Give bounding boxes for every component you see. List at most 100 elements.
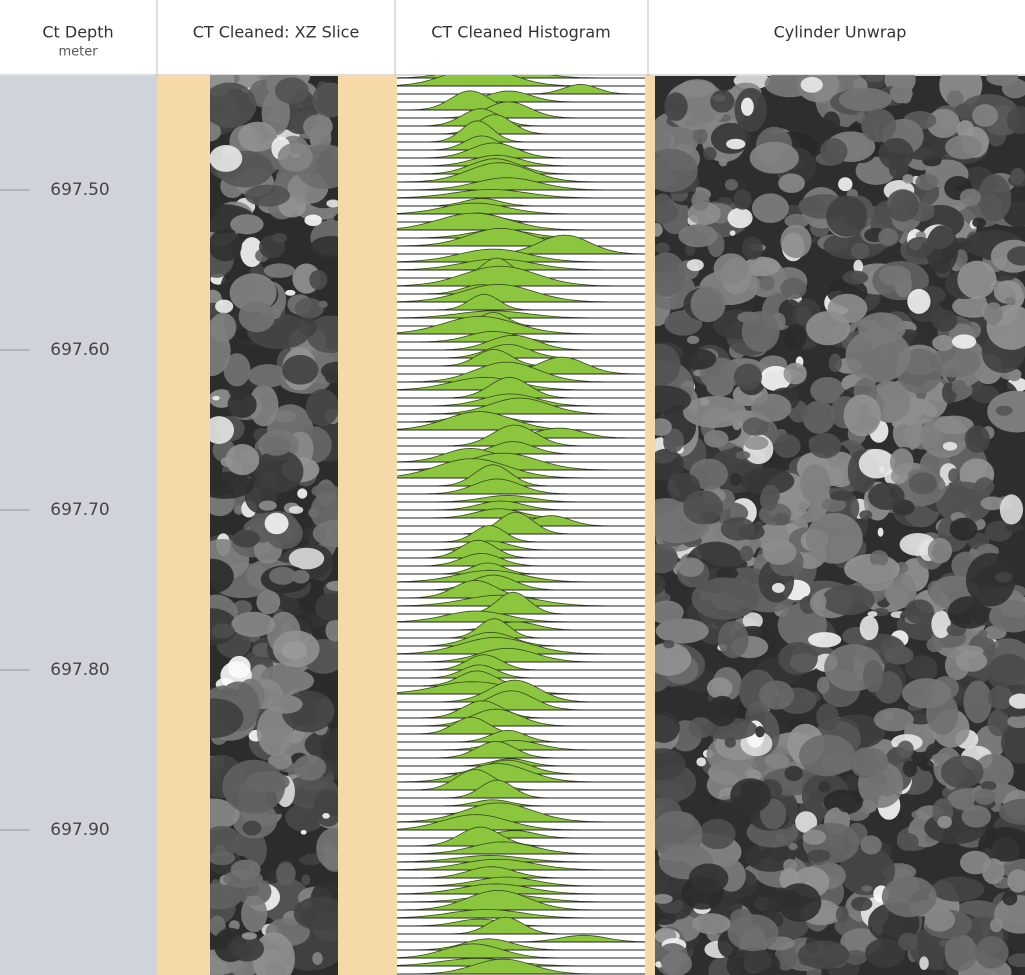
grain (269, 567, 296, 585)
grain (762, 540, 796, 565)
grain (874, 708, 914, 731)
column-title[interactable]: Cylinder Unwrap (774, 23, 907, 42)
grain (882, 876, 937, 917)
grain (232, 530, 260, 548)
grain (765, 753, 790, 768)
grain (802, 400, 835, 433)
grain (297, 488, 307, 498)
column-title[interactable]: Ct Depth (42, 23, 113, 42)
grain (326, 199, 339, 207)
grain (823, 111, 841, 133)
grain (256, 590, 280, 614)
grain (241, 895, 267, 932)
column-unit: meter (58, 45, 98, 60)
grain (248, 364, 288, 387)
grain (837, 793, 855, 812)
grain (710, 90, 734, 113)
grain (730, 473, 742, 486)
grain (851, 243, 870, 259)
grain (692, 913, 731, 934)
grain (726, 139, 745, 150)
grain (696, 757, 706, 766)
grain (267, 695, 303, 714)
grain (863, 660, 883, 692)
grain (784, 324, 807, 349)
grain (859, 449, 895, 479)
grain (725, 179, 738, 191)
grain (714, 253, 749, 284)
grain (813, 593, 827, 612)
grain (859, 564, 894, 591)
grain (678, 224, 717, 247)
grain (275, 410, 296, 422)
column-title[interactable]: CT Cleaned Histogram (431, 23, 611, 42)
grain (990, 918, 1003, 932)
grain (799, 735, 855, 777)
grain (800, 464, 830, 504)
grain (261, 436, 291, 456)
grain (932, 309, 958, 331)
grain (228, 392, 257, 418)
grain (655, 242, 670, 253)
grain (861, 885, 872, 891)
grain (879, 265, 911, 286)
grain (761, 485, 780, 506)
grain (784, 766, 802, 781)
grain (309, 270, 327, 290)
grain (778, 883, 822, 922)
grain (728, 914, 779, 951)
grain (943, 442, 957, 451)
grain (652, 894, 672, 904)
grain (699, 819, 736, 849)
grain (843, 271, 868, 285)
grain (680, 349, 716, 370)
grain (772, 583, 785, 593)
grain (860, 835, 881, 854)
grain (897, 833, 919, 851)
grain (960, 851, 991, 875)
unwrap-border (648, 76, 655, 975)
grain (861, 109, 896, 143)
grain (817, 677, 830, 694)
grain (890, 448, 914, 476)
grain (285, 290, 295, 296)
grain (807, 849, 831, 862)
grain (928, 538, 952, 564)
grain (915, 174, 938, 191)
grain (850, 748, 888, 777)
grain (265, 513, 289, 535)
grain (859, 510, 872, 519)
grain (728, 208, 753, 228)
grain (730, 230, 736, 235)
grain (661, 951, 692, 975)
grain (966, 553, 1015, 607)
grain (693, 128, 707, 144)
grain (741, 98, 754, 116)
grain (692, 577, 759, 619)
grain (303, 115, 333, 139)
grain (878, 528, 884, 537)
unwrap-texture (631, 62, 1025, 975)
grain (898, 933, 918, 951)
grain (302, 874, 310, 885)
grain (975, 936, 1009, 968)
grain (687, 336, 699, 344)
grain (282, 355, 318, 385)
column-title[interactable]: CT Cleaned: XZ Slice (193, 23, 360, 42)
grain (742, 236, 763, 259)
grain (690, 286, 725, 322)
grain (202, 82, 256, 127)
grain (830, 491, 854, 501)
grain (924, 908, 955, 931)
grain (229, 936, 264, 961)
grain (778, 174, 805, 193)
grain (879, 138, 914, 170)
grain (809, 433, 841, 458)
grain (264, 263, 295, 277)
grain (734, 364, 762, 391)
grain (687, 259, 704, 271)
grain (955, 104, 973, 118)
grain (867, 611, 877, 617)
grain (890, 83, 913, 103)
grain (752, 193, 789, 223)
